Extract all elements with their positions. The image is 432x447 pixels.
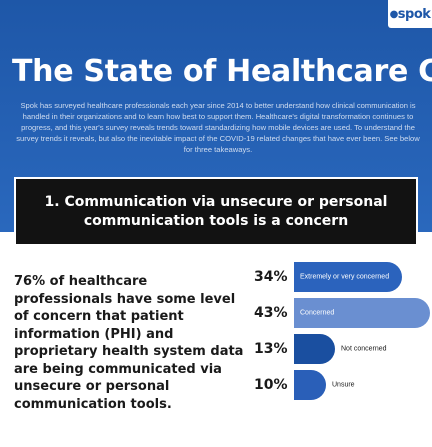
bar-value-label: 34% [254,269,288,285]
spok-logo-icon: ●spok [389,6,431,22]
bar-row: 34% Extremely or very concerned [254,262,430,292]
bar [294,262,402,292]
bar-value-label: 10% [254,377,288,393]
bar-value-label: 13% [254,341,288,357]
bar-row: 13% Not concerned [254,334,430,364]
bar-row: 10% Unsure [254,370,430,400]
logo[interactable]: ●spok [388,0,432,28]
bar-category-label: Concerned [300,309,335,317]
stat-description: 76% of healthcare professionals have som… [14,274,244,412]
intro-text: Spok has surveyed healthcare professiona… [16,101,420,154]
bar-category-label: Not concerned [341,345,387,353]
bar [294,370,326,400]
bar-category-label: Unsure [332,381,355,389]
bar [294,298,430,328]
page-title: The State of Healthcare Communication [12,54,432,89]
bar-value-label: 43% [254,305,288,321]
takeaway-callout: 1. Communication via unsecure or persona… [14,177,418,246]
bar-category-label: Extremely or very concerned [300,273,390,281]
logo-text: spok [397,6,431,22]
bar-row: 43% Concerned [254,298,430,328]
takeaway-heading: 1. Communication via unsecure or persona… [44,193,388,229]
bar [294,334,335,364]
